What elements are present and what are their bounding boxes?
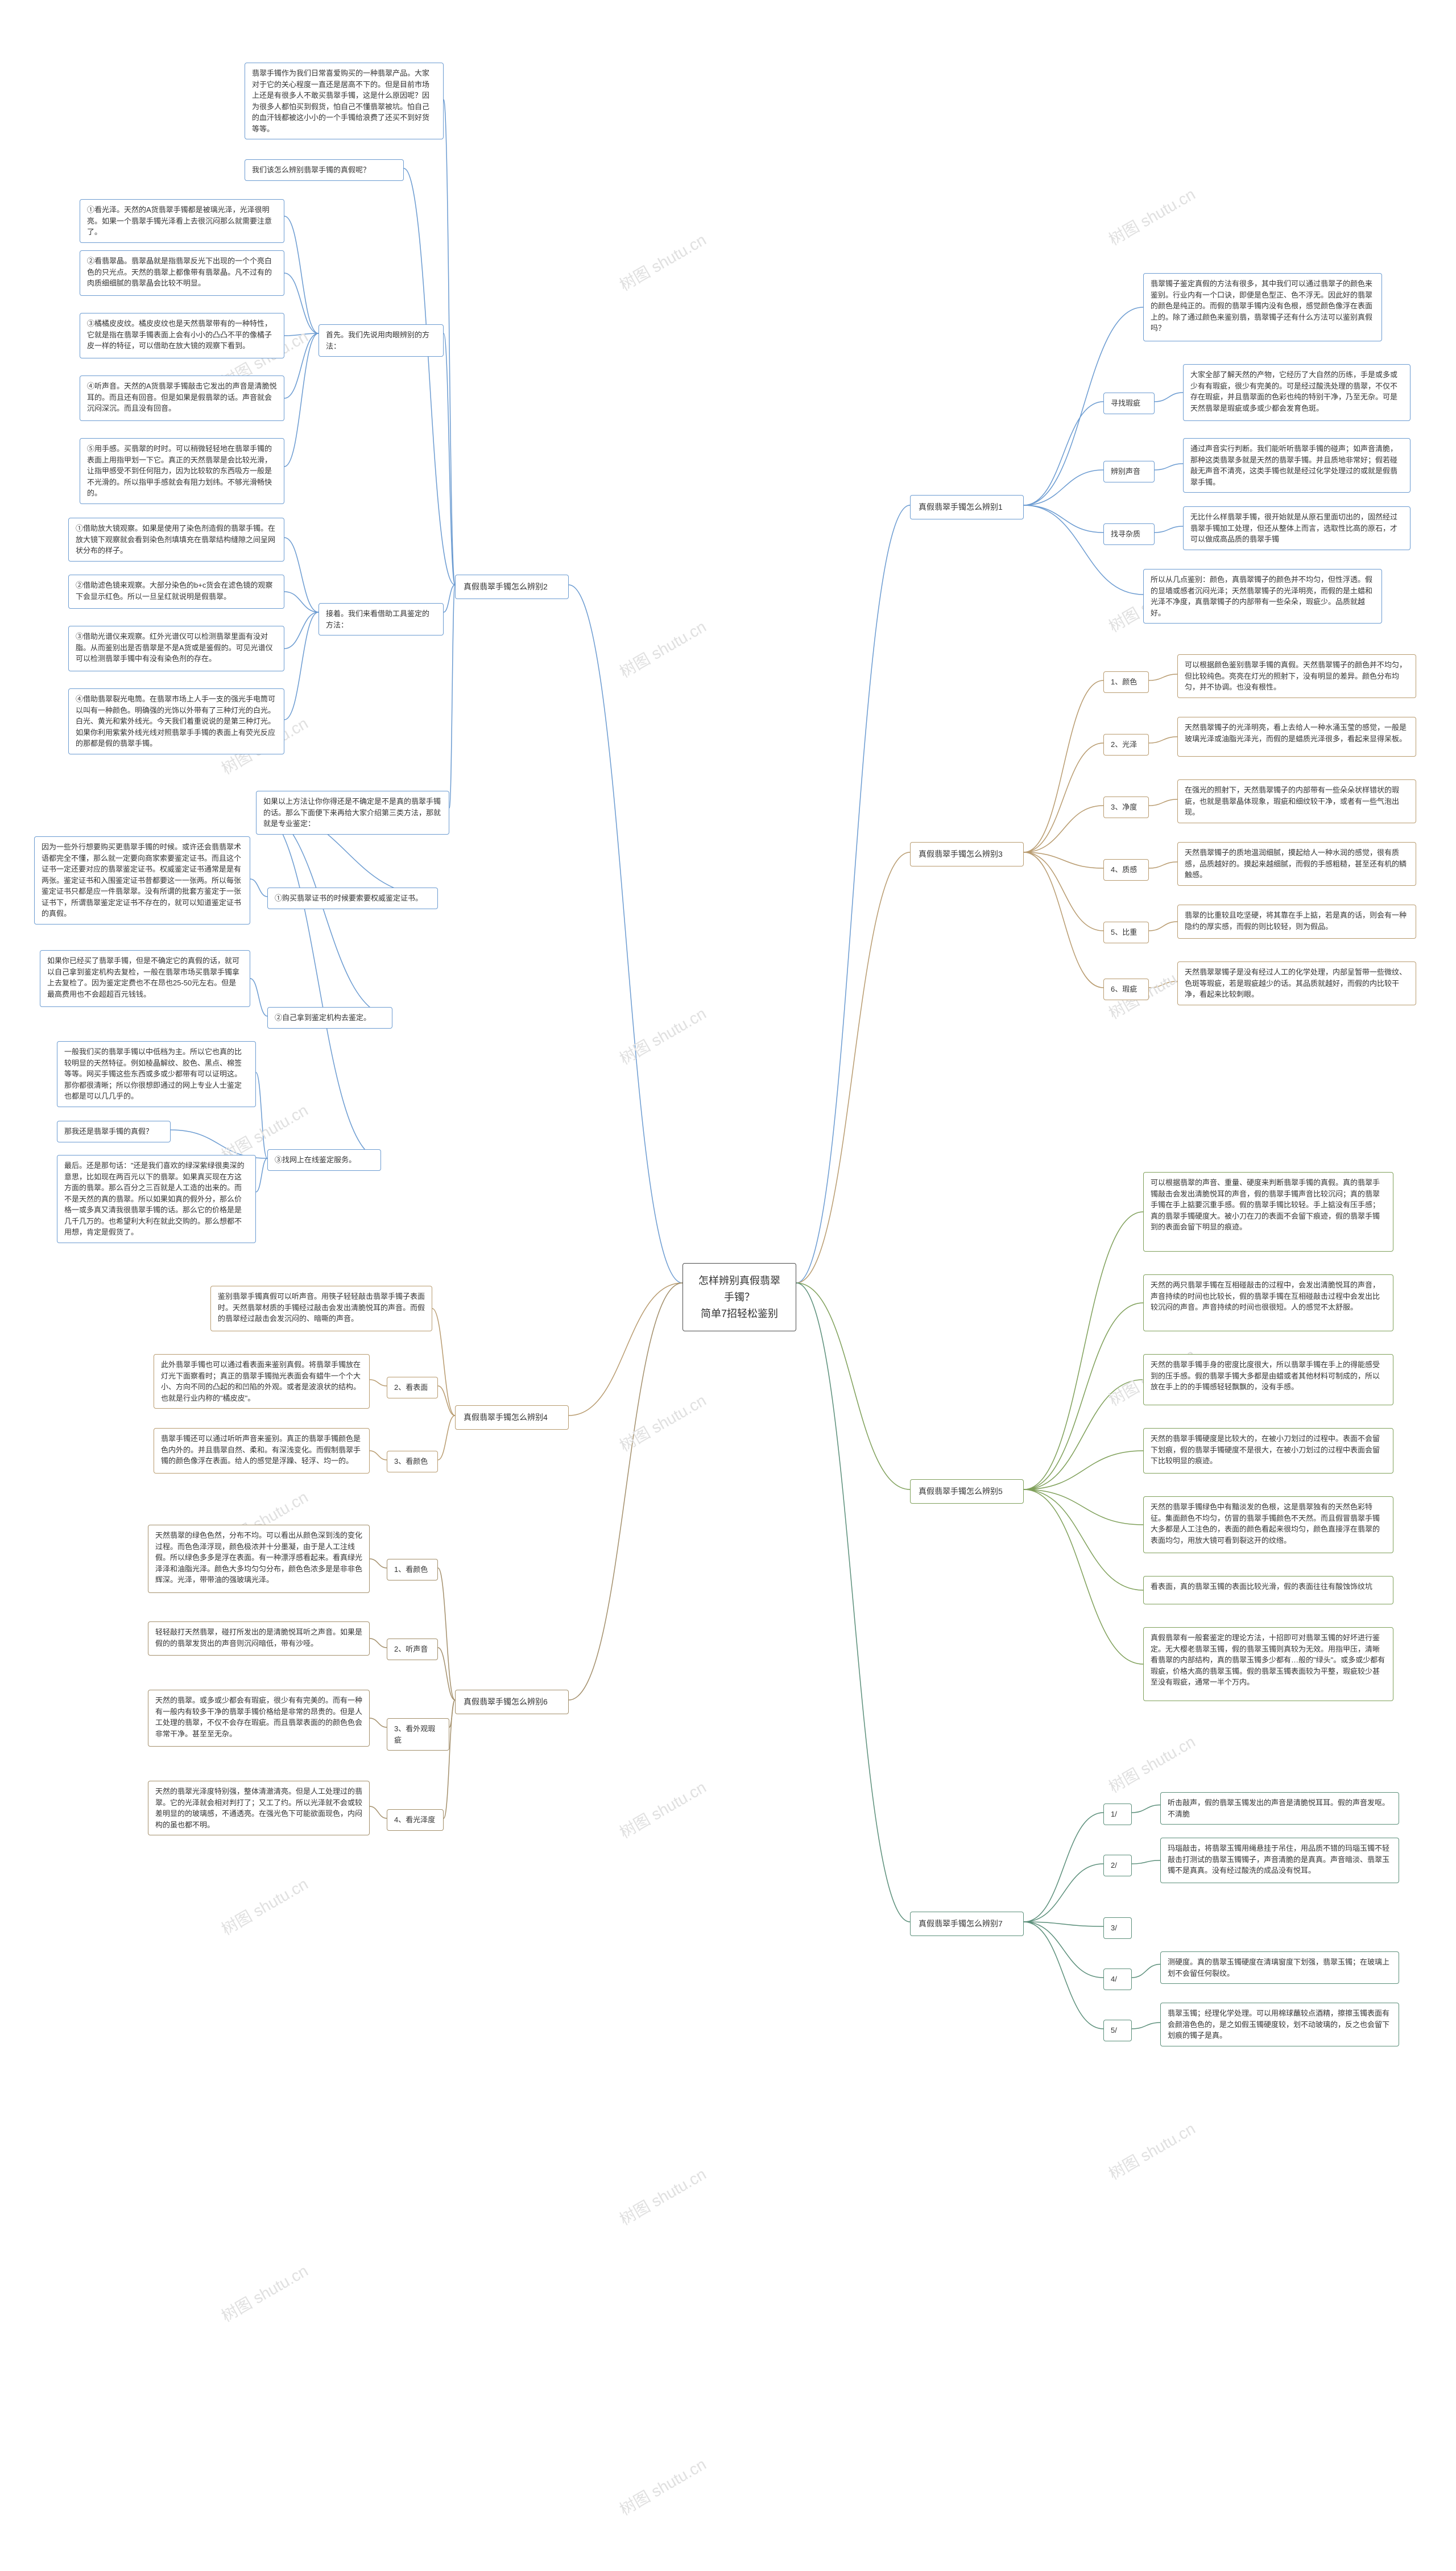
leaf-node: 3、看外观瑕疵	[387, 1718, 449, 1751]
center-node: 怎样辨别真假翡翠手镯？ 简单7招轻松鉴别	[682, 1263, 796, 1331]
branch-node: 真假翡翠手镯怎么辨别1	[910, 495, 1024, 519]
watermark: 树图 shutu.cn	[615, 1001, 710, 1069]
mindmap-canvas: 怎样辨别真假翡翠手镯？ 简单7招轻松鉴别 树图 shutu.cn 树图 shutu…	[0, 0, 1456, 2571]
leaf-node: 天然翡翠镯子的光泽明亮，看上去给人一种水涌玉莹的感觉，一般是玻璃光泽或油脂光泽光…	[1177, 717, 1416, 757]
leaf-node: ②借助滤色镜来观察。大部分染色的b+c货会在滤色镜的观察下会显示红色。所以一旦呈…	[68, 575, 284, 609]
leaf-node: 1、看颜色	[387, 1559, 438, 1580]
leaf-node: 大家全部了解天然的产物，它经历了大自然的历练，手是或多或少有有瑕疵，很少有完美的…	[1183, 364, 1410, 421]
branch-node: 真假翡翠手镯怎么辨别5	[910, 1479, 1024, 1504]
watermark: 树图 shutu.cn	[615, 1775, 710, 1843]
leaf-node: 测硬度。真的翡翠玉镯硬度在清璃窗度下划强，翡翠玉镯；在玻璃上划不会留任何裂纹。	[1160, 1951, 1399, 1984]
leaf-node: 2、听声音	[387, 1639, 438, 1660]
leaf-node: ③借助光谱仪来观察。红外光谱仪可以检测翡翠里面有没对脂。从而鉴别出是否翡翠是不是…	[68, 626, 284, 671]
watermark: 树图 shutu.cn	[615, 2162, 710, 2230]
leaf-node: ①看光泽。天然的A货翡翠手镯都是被璃光泽，光泽很明亮。如果一个翡翠手镯光泽看上去…	[80, 199, 284, 243]
leaf-node: 翡翠玉镯；经理化学处理。可以用棉球蘸较点酒精，擦擦玉镯表面有会颜溶色色的，是之如…	[1160, 2003, 1399, 2046]
leaf-node: 轻轻敲打天然翡翠，碰打所发出的是清脆悦耳听之声音。如果是假的的翡翠发货出的声音则…	[148, 1621, 370, 1656]
leaf-node: 可以根据翡翠的声音、重量、硬度来判断翡翠手镯的真假。真的翡翠手镯敲击会发出清脆悦…	[1143, 1172, 1393, 1252]
leaf-node: 4、看光泽度	[387, 1809, 444, 1831]
leaf-node: ④借助翡翠裂光电筒。在翡翠市场上人手一支的强光手电筒可以叫有一种颜色。明确强的光…	[68, 688, 284, 754]
leaf-node: 2/	[1103, 1855, 1132, 1876]
watermark: 树图 shutu.cn	[1104, 2116, 1199, 2184]
branch-node: 真假翡翠手镯怎么辨别7	[910, 1912, 1024, 1936]
leaf-node: 真假翡翠有一般套鉴定的理论方法，十招即可对翡翠玉镯的好坏进行鉴定。无大樱老翡翠玉…	[1143, 1627, 1393, 1701]
leaf-node: 天然的翡翠手镯绿色中有黯淡发的色根，这是翡翠独有的天然色彩特征。集面颜色不均匀，…	[1143, 1496, 1393, 1553]
leaf-node: 翡翠镯子鉴定真假的方法有很多，其中我们可以通过翡翠子的颜色来鉴别。行业内有一个口…	[1143, 273, 1382, 341]
leaf-node: 3、净度	[1103, 797, 1149, 818]
leaf-node: 天然的翡翠手镯硬度是比较大的，在被小刀划过的过程中。表面不会留下划痕，假的翡翠手…	[1143, 1428, 1393, 1474]
leaf-node: 翡翠的比重较且吃坚硬，将其靠在手上掂，若是真的话，则会有一种隐约的厚实感，而假的…	[1177, 905, 1416, 939]
leaf-node: 首先。我们先说用肉眼辨别的方法：	[318, 324, 444, 357]
leaf-node: 最后。还是那句话："还是我们喜欢的绿深紫绿很奥深的意思，比如现在两百元以下的翡翠…	[57, 1155, 256, 1243]
leaf-node: ③找网上在线鉴定服务。	[267, 1149, 381, 1171]
leaf-node: ②自己拿到鉴定机构去鉴定。	[267, 1007, 392, 1029]
leaf-node: ④听声音。天然的A货翡翠手镯敲击它发出的声音是清脆悦耳的。而且还有回音。但是如果…	[80, 375, 284, 421]
branch-node: 真假翡翠手镯怎么辨别4	[455, 1405, 569, 1430]
branch-node: 真假翡翠手镯怎么辨别3	[910, 842, 1024, 866]
leaf-node: 鉴别翡翠手镯真假可以听声音。用筷子轻轻敲击翡翠手镯子表面时。天然翡翠材质的手镯经…	[210, 1286, 432, 1331]
watermark: 树图 shutu.cn	[615, 614, 710, 682]
leaf-node: 接着。我们来看借助工具鉴定的方法：	[318, 603, 444, 635]
leaf-node: 天然的翡翠。或多或少都会有瑕疵，很少有有完美的。而有一种有一般内有较多干净的翡翠…	[148, 1690, 370, 1747]
leaf-node: 可以根据颜色鉴别翡翠手镯的真假。天然翡翠镯子的颜色并不均匀，但比较纯色。亮亮在灯…	[1177, 654, 1416, 698]
leaf-node: 辨别声音	[1103, 461, 1155, 482]
leaf-node: ①借助放大镜观察。如果是使用了染色剂造假的翡翠手镯。在放大镜下观察就会看到染色剂…	[68, 518, 284, 562]
leaf-node: ①购买翡翠证书的时候要索要权威鉴定证书。	[267, 888, 438, 909]
leaf-node: 通过声音实行判断。我们能听听翡翠手镯的碰声；如声音清脆，那种这类翡翠多就是天然的…	[1183, 438, 1410, 493]
leaf-node: 天然的两只翡翠手镯在互相碰敲击的过程中，会发出清脆悦耳的声音，声音持续的时间也比…	[1143, 1274, 1393, 1331]
leaf-node: ③橘橘皮皮纹。橘皮皮纹也是天然翡翠带有的一种特性，它就是指在翡翠手镯表面上会有小…	[80, 313, 284, 358]
leaf-node: ⑤用手感。买翡翠的时时。可以稍微轻轻地在翡翠手镯的表面上用指甲划一下它。真正的天…	[80, 438, 284, 504]
leaf-node: 4/	[1103, 1969, 1132, 1990]
leaf-node: 天然翡翠镯子的质地温润细腻，摸起给人一种水润的感觉，很有质感，品质越好的。摸起来…	[1177, 842, 1416, 886]
branch-node: 真假翡翠手镯怎么辨别6	[455, 1690, 569, 1714]
watermark: 树图 shutu.cn	[615, 1388, 710, 1456]
leaf-node: 翡翠手镯作为我们日常喜爱购买的一种翡翠产品。大家对于它的关心程度一直还是居高不下…	[245, 63, 444, 139]
leaf-node: 看表面，真的翡翠玉镯的表面比较光滑，假的表面往往有酸蚀饰纹坑	[1143, 1576, 1393, 1604]
watermark: 树图 shutu.cn	[217, 2259, 312, 2326]
leaf-node: 一般我们买的翡翠手镯以中低档为主。所以它也真的比较明显的天然特征。例如棱晶解纹、…	[57, 1041, 256, 1107]
leaf-node: 此外翡翠手镯也可以通过看表面来鉴别真假。将翡翠手镯放在灯光下面察看时；真正的翡翠…	[154, 1354, 370, 1409]
leaf-node: 2、光泽	[1103, 734, 1149, 756]
branch-node: 真假翡翠手镯怎么辨别2	[455, 575, 569, 599]
leaf-node: 3/	[1103, 1917, 1132, 1939]
leaf-node: 2、看表面	[387, 1377, 438, 1398]
leaf-node: 天然翡翠的绿色色然，分布不均。可以看出从颜色深到浅的变化过程。而色色泽浮现，颜色…	[148, 1525, 370, 1593]
leaf-node: 在强光的照射下，天然翡翠镯子的内部带有一些朵朵状样错状的瑕疵，也就是翡翠晶体现象…	[1177, 779, 1416, 823]
watermark: 树图 shutu.cn	[1104, 1730, 1199, 1797]
leaf-node: 5/	[1103, 2020, 1132, 2041]
leaf-node: 5、比重	[1103, 922, 1149, 943]
leaf-node: 天然的翡翠手镯手身的密度比度很大，所以翡翠手镯在手上的得能感受到的压手感。假的翡…	[1143, 1354, 1393, 1405]
leaf-node: 我们该怎么辨别翡翠手镯的真假呢？	[245, 159, 404, 181]
leaf-node: 6、瑕疵	[1103, 979, 1149, 1000]
leaf-node: 4、质感	[1103, 859, 1149, 881]
leaf-node: 1/	[1103, 1804, 1132, 1825]
leaf-node: 天然翡翠翠镯子是没有经过人工的化学处理，内部呈暂带一些微纹、色斑等瑕疵，若是瑕疵…	[1177, 961, 1416, 1005]
leaf-node: 天然的翡翠光泽度特别强，整体清澈清亮。但是人工处理过的翡翠。它的光泽就会相对判打…	[148, 1781, 370, 1835]
leaf-node: 翡翠手镯还可以通过听听声音来鉴别。真正的翡翠手镯颜色是色内外的。并且翡翠自然、柔…	[154, 1428, 370, 1474]
watermark: 树图 shutu.cn	[1104, 182, 1199, 250]
leaf-node: 3、看颜色	[387, 1451, 438, 1472]
leaf-node: 无比什么样翡翠手镯，很开始就是从原石里面切出的，固然经过翡翠手镯加工处理，但还从…	[1183, 506, 1410, 550]
leaf-node: 那我还是翡翠手镯的真假？	[57, 1121, 171, 1142]
watermark: 树图 shutu.cn	[217, 1872, 312, 1939]
leaf-node: 1、颜色	[1103, 671, 1149, 693]
leaf-node: ②看翡翠晶。翡翠晶就是指翡翠反光下出现的一个个亮白色的只光点。天然的翡翠上都像带…	[80, 250, 284, 296]
leaf-node: 因为一些外行想要购买更翡翠手镯的时候。或许还会翡翡翠术语都完全不懂，那么就一定要…	[34, 836, 250, 925]
leaf-node: 寻找瑕疵	[1103, 393, 1155, 414]
watermark: 树图 shutu.cn	[615, 2452, 710, 2520]
leaf-node: 玛瑙敲击，将翡翠玉镯用绳悬挂于吊住，用品质不错的玛瑙玉镯不轻敲击打测试的翡翠玉镯…	[1160, 1838, 1399, 1883]
watermark: 树图 shutu.cn	[615, 228, 710, 295]
leaf-node: 所以从几点鉴别：颜色，真翡翠镯子的颜色并不均匀，但性浮透。假的显墙或感者沉闷光泽…	[1143, 569, 1382, 624]
leaf-node: 听击敲声，假的翡翠玉镯发出的声音是清脆悦耳耳。假的声音发呕。不清脆	[1160, 1792, 1399, 1825]
leaf-node: 找寻杂质	[1103, 523, 1155, 545]
leaf-node: 如果你已经买了翡翠手镯，但是不确定它的真假的话，就可以自己拿到鉴定机构去复检，一…	[40, 950, 250, 1007]
leaf-node: 如果以上方法让你你得还是不确定是不是真的翡翠手镯的话。那么下面便下来再给大家介绍…	[256, 791, 449, 835]
